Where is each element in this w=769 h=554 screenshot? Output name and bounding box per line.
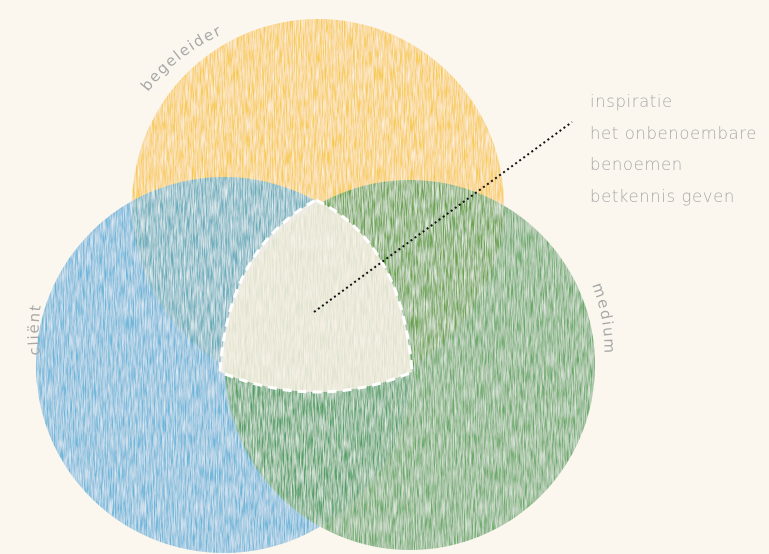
legend-item-inspiratie: inspiratie	[590, 92, 673, 111]
pointer-line	[313, 121, 573, 313]
legend-list: inspiratie het onbenoembare benoemen bet…	[590, 86, 757, 212]
center-intersection-outline	[218, 198, 414, 394]
legend-item-benoemen: benoemen	[590, 155, 683, 174]
legend-item-het-onbenoembare: het onbenoembare	[590, 123, 758, 143]
center-intersection	[220, 200, 412, 392]
label-client: cliënt	[25, 302, 45, 356]
legend-item-betkennis-geven: betkennis geven	[590, 186, 735, 206]
